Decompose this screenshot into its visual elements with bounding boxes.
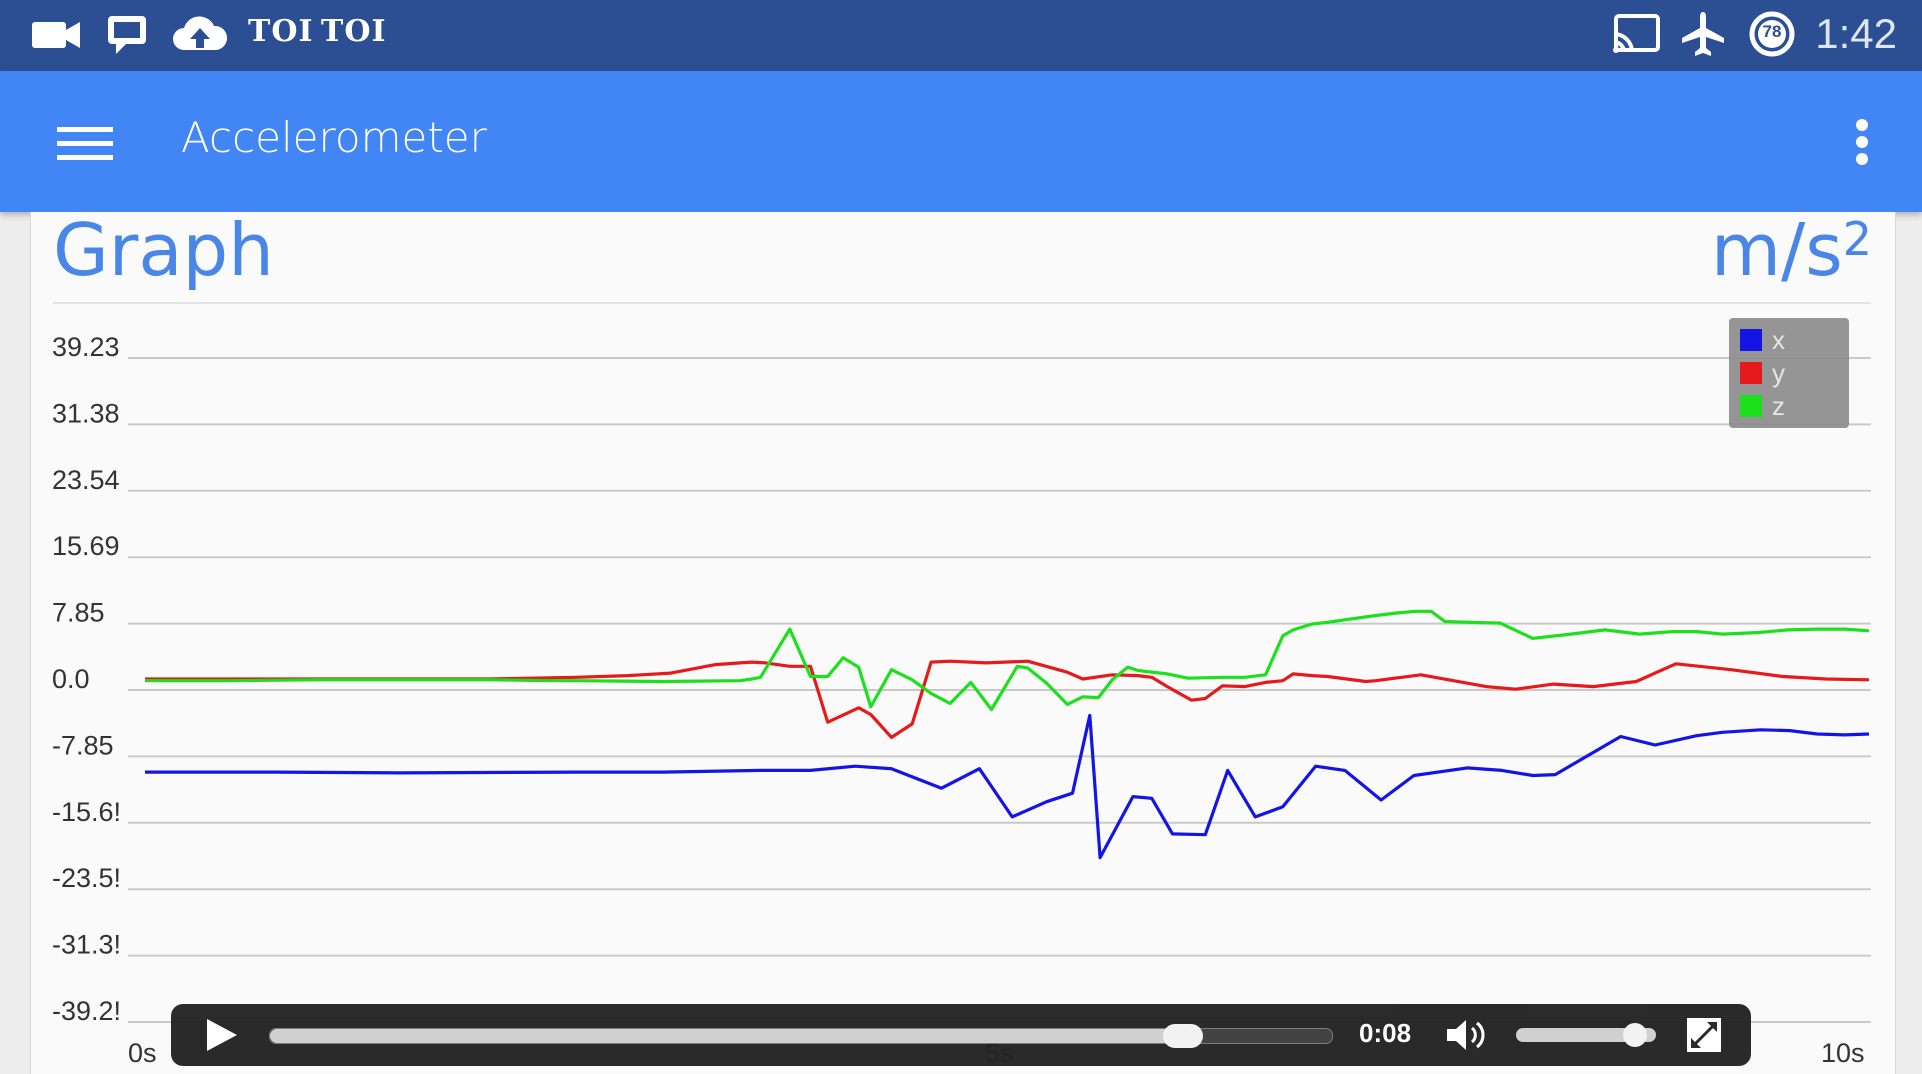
unit-text: m/s	[1710, 208, 1843, 292]
battery-icon: 78	[1748, 10, 1796, 58]
legend-swatch-x	[1740, 329, 1762, 351]
seek-thumb[interactable]	[1163, 1024, 1204, 1048]
legend-label-y: y	[1772, 358, 1785, 388]
y-tick-label: 23.54	[52, 465, 120, 495]
video-camera-icon	[32, 22, 80, 48]
graph-card	[30, 212, 1896, 1074]
cloud-upload-icon	[173, 16, 228, 50]
status-clock: 1:42	[1815, 10, 1897, 57]
y-tick-label: 0.0	[52, 664, 90, 694]
y-tick-label: -23.5!	[52, 863, 121, 893]
title-divider	[53, 302, 1871, 304]
battery-level: 78	[1762, 22, 1782, 41]
volume-icon[interactable]	[1444, 1016, 1492, 1054]
series-line-x	[145, 713, 1870, 860]
unit-exponent: 2	[1842, 212, 1872, 266]
app-title: Accelerometer	[181, 113, 487, 162]
legend-label-x: x	[1772, 325, 1785, 355]
y-tick-label: -15.6!	[52, 797, 121, 827]
legend-swatch-z	[1740, 395, 1762, 417]
hamburger-menu-icon[interactable]	[50, 111, 120, 173]
graph-title: Graph	[53, 208, 274, 292]
chart-series	[145, 609, 1870, 860]
cast-icon	[1613, 14, 1660, 53]
legend-swatch-y	[1740, 362, 1762, 384]
volume-slider[interactable]	[1516, 1023, 1656, 1047]
more-vert-icon[interactable]	[1850, 111, 1874, 173]
current-time: 0:08	[1359, 1018, 1412, 1048]
y-tick-label: -7.85	[52, 730, 114, 760]
toi-badge: TOI	[248, 14, 314, 49]
status-bar: TOI TOI 78 1:42	[0, 0, 1922, 71]
y-tick-label: -31.3!	[52, 930, 121, 960]
message-icon	[108, 16, 146, 54]
volume-thumb[interactable]	[1623, 1023, 1647, 1047]
series-line-y	[145, 659, 1870, 740]
y-tick-label: 7.85	[52, 598, 105, 628]
series-line-z	[145, 609, 1870, 712]
chart-grid	[128, 357, 1871, 1023]
legend-label-z: z	[1772, 391, 1785, 421]
x-tick-label: 10s	[1821, 1038, 1865, 1068]
y-tick-label: -39.2!	[52, 996, 121, 1026]
video-player-controls: 0:08	[171, 1004, 1751, 1066]
toi-badge: TOI	[321, 14, 387, 49]
y-tick-label: 15.69	[52, 531, 120, 561]
y-tick-label: 39.23	[52, 332, 120, 362]
y-tick-label: 31.38	[52, 398, 120, 428]
chart-legend: xyz	[1729, 318, 1849, 428]
x-tick-label: 0s	[128, 1038, 157, 1068]
seek-bar[interactable]	[269, 1024, 1333, 1048]
app-bar: Accelerometer	[0, 71, 1922, 212]
seek-bar-fill	[270, 1029, 1184, 1043]
airplane-mode-icon	[1682, 12, 1724, 56]
play-icon[interactable]	[201, 1016, 241, 1054]
y-axis-ticks: 39.23 31.38 23.54 15.69 7.85 0.0 -7.85 -15.6! -2…	[52, 332, 121, 1026]
unit-label: m/s2	[1711, 208, 1872, 292]
fullscreen-icon[interactable]	[1685, 1016, 1723, 1054]
